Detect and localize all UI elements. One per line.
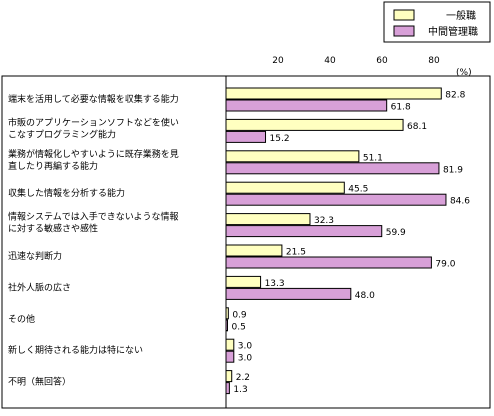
bar-series-1 bbox=[225, 338, 235, 351]
bar-series-2 bbox=[225, 162, 440, 175]
x-tick-label: 40 bbox=[324, 56, 336, 66]
value-label: 51.1 bbox=[363, 153, 383, 163]
bar-series-1 bbox=[225, 213, 311, 226]
bar-series-2 bbox=[225, 319, 228, 332]
bar-series-1 bbox=[225, 87, 442, 100]
bar-series-1 bbox=[225, 370, 233, 383]
x-tick-labels: 20 40 60 80 bbox=[272, 56, 440, 66]
x-tick-label: 20 bbox=[272, 56, 284, 66]
bar-series-1 bbox=[225, 181, 345, 194]
value-label: 0.5 bbox=[232, 322, 246, 332]
bar-series-2 bbox=[225, 225, 383, 238]
category-label: 迅速な判断力 bbox=[8, 250, 62, 262]
legend-label-series-2: 中間管理職 bbox=[428, 25, 478, 38]
unit-label: (%) bbox=[456, 68, 472, 78]
plot-frame bbox=[1, 75, 491, 409]
bar-series-1 bbox=[225, 150, 360, 163]
category-label: 業務が情報化しやすいように既存業務を見 bbox=[8, 148, 179, 160]
x-tick-label: 80 bbox=[428, 56, 440, 66]
category-label: 収集した情報を分析する能力 bbox=[8, 187, 125, 199]
value-label: 32.3 bbox=[314, 216, 334, 226]
value-label: 59.9 bbox=[386, 228, 406, 238]
bar-series-2 bbox=[225, 99, 388, 112]
legend: 一般職 中間管理職 bbox=[383, 1, 491, 43]
category-label: こなすプログラミング能力 bbox=[8, 128, 116, 140]
category-label: 新しく期待される能力は特にない bbox=[8, 344, 143, 356]
value-label: 68.1 bbox=[407, 122, 427, 132]
bar-series-1 bbox=[225, 244, 283, 257]
bar-series-2 bbox=[225, 193, 447, 206]
category-label: 市販のアプリケーションソフトなどを使い bbox=[8, 116, 179, 128]
value-label: 82.8 bbox=[445, 91, 465, 101]
value-label: 2.2 bbox=[236, 373, 250, 383]
category-label: 情報システムでは入手できないような情報 bbox=[8, 211, 179, 223]
x-tick-label: 60 bbox=[376, 56, 388, 66]
bar-series-2 bbox=[225, 130, 267, 143]
category-label: 直したり再編する能力 bbox=[8, 160, 98, 172]
category-labels: 端末を活用して必要な情報を収集する能力市販のアプリケーションソフトなどを使いこな… bbox=[8, 93, 179, 388]
value-label: 0.9 bbox=[232, 310, 247, 320]
value-label: 21.5 bbox=[286, 248, 306, 258]
category-label: 端末を活用して必要な情報を収集する能力 bbox=[8, 93, 179, 105]
legend-label-series-1: 一般職 bbox=[446, 9, 476, 22]
value-label: 13.3 bbox=[265, 279, 285, 289]
value-label: 45.5 bbox=[348, 185, 368, 195]
bar-series-2 bbox=[225, 256, 432, 269]
value-label: 81.9 bbox=[443, 165, 463, 175]
bar-series-1 bbox=[225, 118, 404, 131]
category-label: その他 bbox=[8, 313, 35, 325]
value-label: 3.0 bbox=[238, 342, 253, 352]
category-label: に対する敏感さや感性 bbox=[8, 223, 98, 235]
category-label: 社外人脈の広さ bbox=[8, 281, 71, 293]
legend-swatch-series-2 bbox=[393, 25, 415, 37]
bar-series-2 bbox=[225, 350, 235, 363]
category-label: 不明（無回答） bbox=[8, 376, 71, 388]
bar-series-1 bbox=[225, 307, 229, 320]
value-label: 1.3 bbox=[233, 385, 247, 395]
value-label: 84.6 bbox=[450, 197, 470, 207]
legend-swatch-series-1 bbox=[393, 9, 415, 21]
bars-layer: 82.8 61.8 68.1 15.2 51.1 81.9 45.5 84.6 32.3 59.9… bbox=[225, 87, 470, 395]
bar-series-2 bbox=[225, 287, 352, 300]
value-label: 61.8 bbox=[391, 103, 411, 113]
bar-series-2 bbox=[225, 382, 230, 395]
bar-series-1 bbox=[225, 275, 262, 288]
value-label: 48.0 bbox=[355, 291, 375, 301]
value-label: 15.2 bbox=[270, 134, 290, 144]
value-label: 3.0 bbox=[238, 354, 253, 364]
value-label: 79.0 bbox=[435, 260, 455, 270]
